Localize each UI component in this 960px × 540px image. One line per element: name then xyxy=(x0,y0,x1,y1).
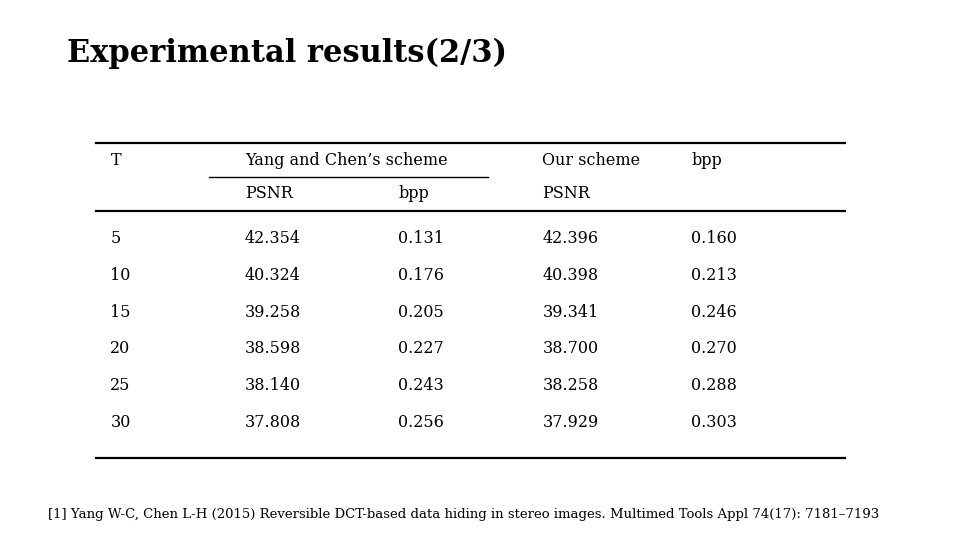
Text: 20: 20 xyxy=(110,340,131,357)
Text: 39.341: 39.341 xyxy=(542,303,599,321)
Text: 0.205: 0.205 xyxy=(398,303,444,321)
Text: Yang and Chen’s scheme: Yang and Chen’s scheme xyxy=(245,152,447,169)
Text: 40.324: 40.324 xyxy=(245,267,300,284)
Text: Our scheme: Our scheme xyxy=(542,152,640,169)
Text: 10: 10 xyxy=(110,267,131,284)
Text: Experimental results(2/3): Experimental results(2/3) xyxy=(67,38,507,69)
Text: 37.929: 37.929 xyxy=(542,414,599,431)
Text: 0.246: 0.246 xyxy=(691,303,737,321)
Text: [1] Yang W-C, Chen L-H (2015) Reversible DCT-based data hiding in stereo images.: [1] Yang W-C, Chen L-H (2015) Reversible… xyxy=(48,508,879,521)
Text: 30: 30 xyxy=(110,414,131,431)
Text: 0.288: 0.288 xyxy=(691,377,737,394)
Text: 38.598: 38.598 xyxy=(245,340,301,357)
Text: 42.354: 42.354 xyxy=(245,230,300,247)
Text: 0.243: 0.243 xyxy=(398,377,444,394)
Text: 0.176: 0.176 xyxy=(398,267,444,284)
Text: 38.700: 38.700 xyxy=(542,340,598,357)
Text: bpp: bpp xyxy=(691,152,722,169)
Text: 0.131: 0.131 xyxy=(398,230,444,247)
Text: 0.256: 0.256 xyxy=(398,414,444,431)
Text: 42.396: 42.396 xyxy=(542,230,598,247)
Text: 0.227: 0.227 xyxy=(398,340,444,357)
Text: 0.303: 0.303 xyxy=(691,414,737,431)
Text: T: T xyxy=(110,152,121,169)
Text: 25: 25 xyxy=(110,377,131,394)
Text: 38.258: 38.258 xyxy=(542,377,599,394)
Text: 0.160: 0.160 xyxy=(691,230,737,247)
Text: 5: 5 xyxy=(110,230,121,247)
Text: PSNR: PSNR xyxy=(245,185,293,202)
Text: 15: 15 xyxy=(110,303,131,321)
Text: bpp: bpp xyxy=(398,185,429,202)
Text: 38.140: 38.140 xyxy=(245,377,300,394)
Text: 40.398: 40.398 xyxy=(542,267,598,284)
Text: 39.258: 39.258 xyxy=(245,303,301,321)
Text: 0.270: 0.270 xyxy=(691,340,737,357)
Text: 37.808: 37.808 xyxy=(245,414,301,431)
Text: PSNR: PSNR xyxy=(542,185,590,202)
Text: 0.213: 0.213 xyxy=(691,267,737,284)
